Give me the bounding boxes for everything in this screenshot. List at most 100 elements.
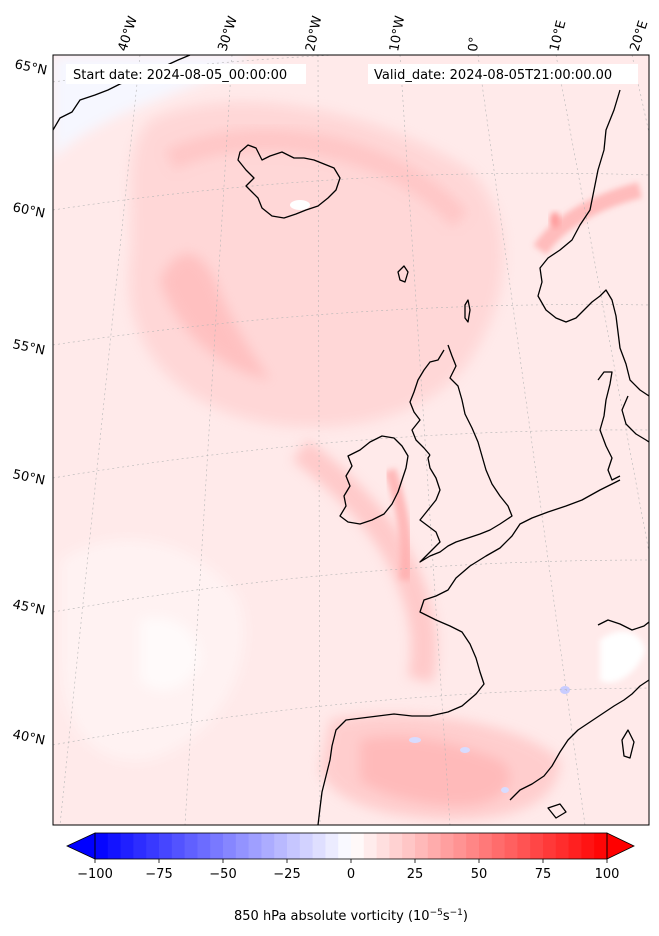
colorbar-cell	[543, 833, 557, 859]
sweden-coast	[621, 395, 649, 443]
low-vorticity-southwest-inner	[140, 617, 200, 691]
colorbar-cell	[338, 833, 352, 859]
denmark-coast	[597, 371, 621, 481]
lon-label-40w: 40°W	[116, 14, 141, 53]
colorbar-cell	[427, 833, 441, 859]
scandinavia-high-spot	[550, 212, 560, 228]
colorbar-cell	[440, 833, 454, 859]
colorbar-cell	[274, 833, 288, 859]
colorbar-cell	[581, 833, 595, 859]
colorbar-label-mid: s	[443, 909, 450, 924]
lon-label-20w: 20°W	[303, 14, 325, 52]
colorbar-cell	[491, 833, 505, 859]
start-date-text: Start date: 2024-08-05_00:00:00	[73, 68, 287, 83]
colorbar-label-exp2: −1	[450, 908, 463, 918]
italy-white-patch	[600, 631, 645, 683]
colorbar-tick-label: −50	[209, 867, 236, 882]
colorbar-cell	[402, 833, 416, 859]
lat-label-50n: 50°N	[11, 467, 46, 488]
iceland-coast	[237, 144, 341, 219]
colorbar-cell	[376, 833, 390, 859]
colorbar-tick-label: −25	[273, 867, 300, 882]
colorbar-tick-label: 50	[471, 867, 488, 882]
colorbar-cell	[568, 833, 582, 859]
blue-spot-biscay	[560, 686, 570, 694]
norway-coast-band	[533, 182, 642, 255]
meridian-20w	[317, 55, 321, 825]
colorbar-cell	[517, 833, 531, 859]
mediterranean-coast	[509, 679, 649, 801]
colorbar-cell	[453, 833, 467, 859]
blue-spot-iberia-1	[409, 737, 421, 743]
white-spot-iceland	[290, 200, 310, 210]
meridian-30w	[184, 55, 233, 825]
colorbar-extend-low	[66, 832, 96, 860]
meridian-10e	[555, 55, 649, 554]
colorbar-label-main: 850 hPa absolute vorticity (10	[234, 909, 430, 924]
colorbar-cell	[466, 833, 480, 859]
colorbar-cell	[197, 833, 211, 859]
balearic-island	[547, 803, 567, 819]
vorticity-field	[53, 55, 645, 820]
valid-date-box	[368, 64, 638, 84]
colorbar-cell	[146, 833, 160, 859]
colorbar-cell	[261, 833, 275, 859]
norway-coast	[537, 89, 649, 397]
colorbar-cell	[223, 833, 237, 859]
colorbar-cell	[159, 833, 173, 859]
graticule	[53, 55, 649, 825]
colorbar-label: 850 hPa absolute vorticity (10−5s−1)	[234, 908, 468, 924]
colorbar-cell	[171, 833, 185, 859]
colorbar-extend-high	[606, 832, 635, 860]
colorbar-tick-label: 100	[595, 867, 620, 882]
lat-label-60n: 60°N	[11, 200, 46, 221]
colorbar: −100 −75 −50 −25 0 25 50 75 100 850 hPa absolute…	[66, 832, 635, 924]
colorbar-cell	[133, 833, 147, 859]
colorbar-tick-label: −100	[77, 867, 113, 882]
faroe-islands	[397, 265, 409, 283]
lon-label-10e: 10°E	[547, 19, 569, 53]
lat-label-45n: 45°N	[11, 597, 46, 618]
colorbar-cell	[312, 833, 326, 859]
colorbar-cell	[555, 833, 569, 859]
colorbar-cell	[287, 833, 301, 859]
colorbar-tick-label: 75	[535, 867, 552, 882]
colorbar-cell	[210, 833, 224, 859]
colorbar-cell	[120, 833, 134, 859]
lon-label-20e: 20°E	[628, 19, 652, 53]
colorbar-cell	[504, 833, 518, 859]
colorbar-cell	[530, 833, 544, 859]
lat-label-40n: 40°N	[11, 727, 46, 748]
colorbar-ticks: −100 −75 −50 −25 0 25 50 75 100	[77, 859, 619, 882]
low-swirl-core	[160, 253, 270, 380]
colorbar-cell	[594, 833, 608, 859]
latitude-labels: 65°N 60°N 55°N 50°N 45°N 40°N	[11, 57, 48, 748]
colorbar-tick-label: −75	[145, 867, 172, 882]
colorbar-label-exp1: −5	[430, 908, 443, 918]
colorbar-cell	[184, 833, 198, 859]
lon-label-30w: 30°W	[216, 14, 241, 53]
colorbar-cell	[325, 833, 339, 859]
colorbar-cell	[95, 833, 109, 859]
lon-label-10w: 10°W	[387, 15, 408, 53]
colorbar-cell	[248, 833, 262, 859]
iberia-medium-vorticity	[320, 714, 560, 820]
colorbar-cell	[299, 833, 313, 859]
coastlines	[53, 55, 649, 825]
longitude-labels: 40°W 30°W 20°W 10°W 0° 10°E 20°E	[116, 14, 652, 53]
corsica-island	[621, 729, 635, 759]
lat-label-65n: 65°N	[13, 57, 48, 78]
continental-coast	[317, 479, 621, 825]
colorbar-cell	[235, 833, 249, 859]
blue-spot-iberia-2	[460, 747, 470, 753]
lat-label-55n: 55°N	[11, 337, 46, 358]
start-date-box	[66, 64, 306, 84]
map-frame	[52, 54, 650, 826]
colorbar-tick-label: 25	[407, 867, 424, 882]
colorbar-cell	[479, 833, 493, 859]
valid-date-text: Valid_date: 2024-08-05T21:00:00.00	[374, 68, 612, 83]
ireland-coast	[339, 435, 409, 525]
frontal-band-core	[384, 468, 413, 581]
scotland-coast	[409, 349, 445, 456]
